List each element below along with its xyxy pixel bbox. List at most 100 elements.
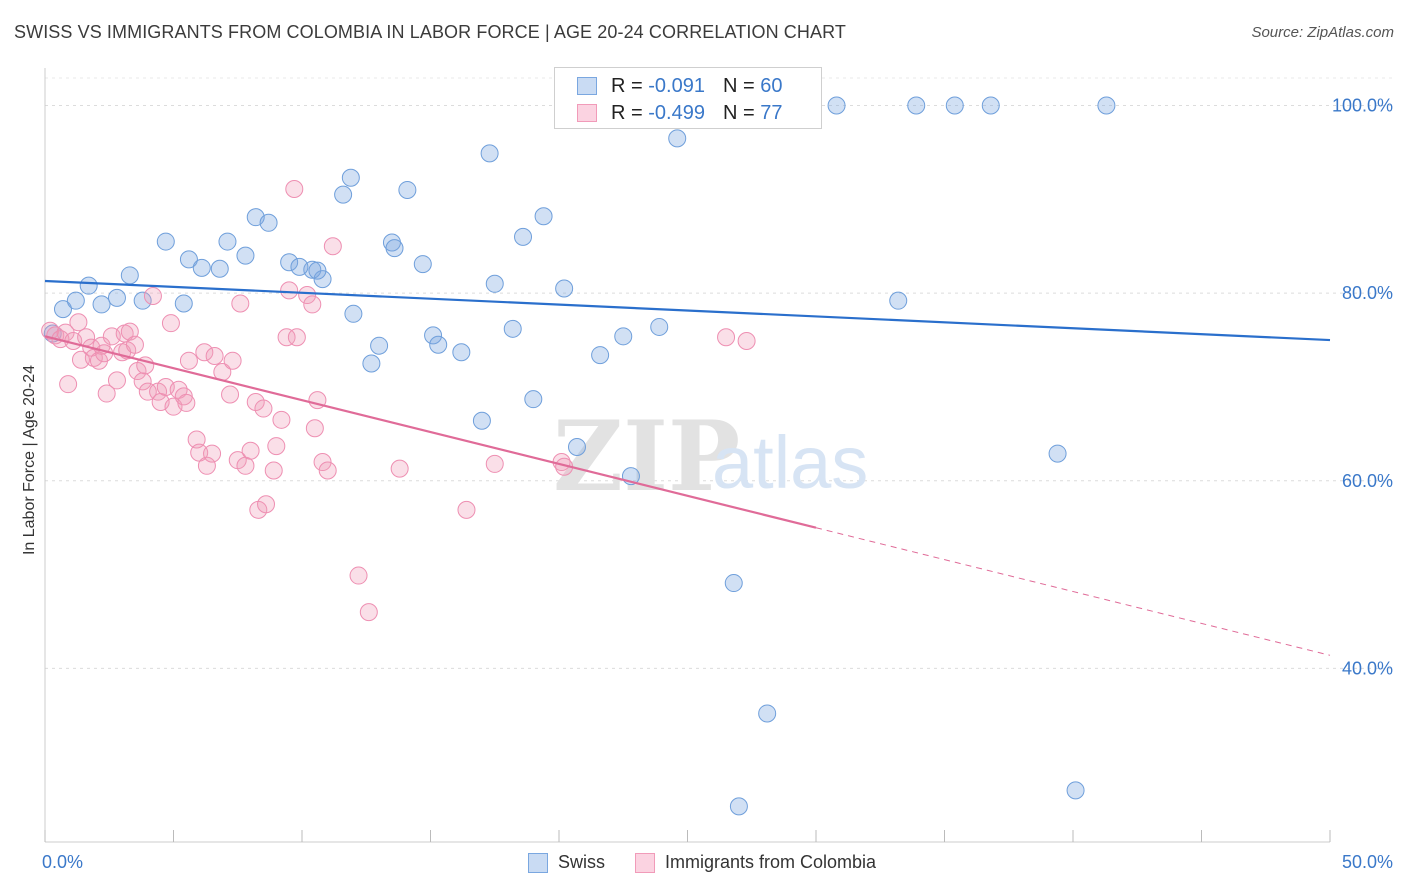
colombia-point <box>737 332 756 351</box>
swiss-point <box>344 304 363 323</box>
swiss-point <box>334 185 353 204</box>
swiss-point <box>650 317 669 336</box>
colombia-point <box>59 375 78 394</box>
n-label: N = <box>722 101 755 124</box>
swiss-point <box>480 144 499 163</box>
colombia-point <box>197 456 216 475</box>
legend-item-swiss: Swiss <box>528 852 605 873</box>
swiss-trendline <box>44 279 1331 342</box>
colombia-point <box>313 453 332 472</box>
swiss-point <box>210 259 229 278</box>
swiss-point <box>514 227 533 246</box>
y-axis-label: In Labor Force | Age 20-24 <box>21 364 38 556</box>
swiss-point <box>591 346 610 365</box>
swiss-point <box>385 239 404 258</box>
colombia-point <box>257 495 276 514</box>
r-value: -0.499 <box>648 101 705 124</box>
colombia-point <box>179 351 198 370</box>
swiss-point <box>452 343 471 362</box>
swiss-point <box>236 246 255 265</box>
swiss-point <box>79 276 98 295</box>
series-legend: Swiss Immigrants from Colombia <box>528 852 906 873</box>
swiss-point <box>107 288 126 307</box>
n-label: N = <box>722 74 755 97</box>
swiss-point <box>889 291 908 310</box>
swiss-point <box>424 326 443 345</box>
swiss-point <box>758 704 777 723</box>
swiss-point <box>92 295 111 314</box>
swiss-point <box>524 390 543 409</box>
colombia-point <box>280 281 299 300</box>
swiss-point <box>133 291 152 310</box>
legend-row-colombia: R = -0.499 N = 77 <box>577 100 782 126</box>
swiss-swatch <box>528 852 548 873</box>
colombia-point <box>221 385 240 404</box>
swiss-point <box>668 129 687 148</box>
colombia-point <box>254 399 273 418</box>
chart-title: SWISS VS IMMIGRANTS FROM COLOMBIA IN LAB… <box>14 22 846 42</box>
colombia-point <box>285 180 304 199</box>
colombia-point <box>246 392 265 411</box>
swiss-point <box>1066 781 1085 800</box>
colombia-point <box>349 566 368 585</box>
n-value: 60 <box>760 74 783 97</box>
colombia-point <box>231 294 250 313</box>
r-label: R = <box>611 74 643 97</box>
swiss-point <box>827 96 846 115</box>
colombia-point <box>187 430 206 449</box>
swiss-swatch <box>577 77 597 95</box>
colombia-swatch <box>635 852 656 873</box>
swiss-point <box>429 335 448 354</box>
swiss-point <box>1048 444 1067 463</box>
colombia-point <box>161 314 180 333</box>
swiss-point <box>729 797 748 816</box>
swiss-point <box>1097 96 1116 115</box>
legend-label-colombia: Immigrants from Colombia <box>665 852 877 872</box>
swiss-point <box>218 232 237 251</box>
colombia-point <box>323 237 342 256</box>
swiss-point <box>398 180 417 199</box>
colombia-point <box>287 328 306 347</box>
swiss-point <box>534 207 553 226</box>
swiss-point <box>614 327 633 346</box>
swiss-point <box>907 96 926 115</box>
y-tick-label: 40.0% <box>1342 658 1393 678</box>
colombia-point <box>133 372 152 391</box>
colombia-point <box>223 351 242 370</box>
colombia-point <box>390 459 409 478</box>
colombia-point <box>138 382 157 401</box>
colombia-point <box>359 603 378 622</box>
colombia-trendline-extension <box>815 527 1331 656</box>
swiss-point <box>945 96 964 115</box>
colombia-point <box>267 437 286 456</box>
swiss-point <box>370 336 389 355</box>
n-value: 77 <box>760 101 783 124</box>
y-tick-label: 100.0% <box>1332 96 1393 116</box>
swiss-point <box>174 294 193 313</box>
swiss-point <box>413 255 432 274</box>
swiss-point <box>259 213 278 232</box>
swiss-point <box>290 257 309 276</box>
swiss-point <box>555 279 574 298</box>
colombia-point <box>717 328 736 347</box>
swiss-point <box>192 258 211 277</box>
x-tick-label: 50.0% <box>1342 852 1393 872</box>
colombia-point <box>97 384 116 403</box>
correlation-legend: R = -0.091 N = 60 R = -0.499 N = 77 <box>554 67 822 129</box>
colombia-point <box>457 500 476 519</box>
r-label: R = <box>611 101 643 124</box>
swiss-point <box>53 300 72 319</box>
swiss-point <box>567 438 586 457</box>
colombia-point <box>177 393 196 412</box>
swiss-point <box>308 261 327 280</box>
colombia-point <box>205 347 224 366</box>
chart-source: Source: ZipAtlas.com <box>1251 24 1394 41</box>
colombia-point <box>236 456 255 475</box>
watermark-zip: ZIP <box>553 400 740 513</box>
y-tick-label: 60.0% <box>1342 471 1393 491</box>
colombia-point <box>241 441 260 460</box>
r-value: -0.091 <box>648 74 705 97</box>
y-tick-label: 80.0% <box>1342 283 1393 303</box>
colombia-point <box>143 286 162 305</box>
